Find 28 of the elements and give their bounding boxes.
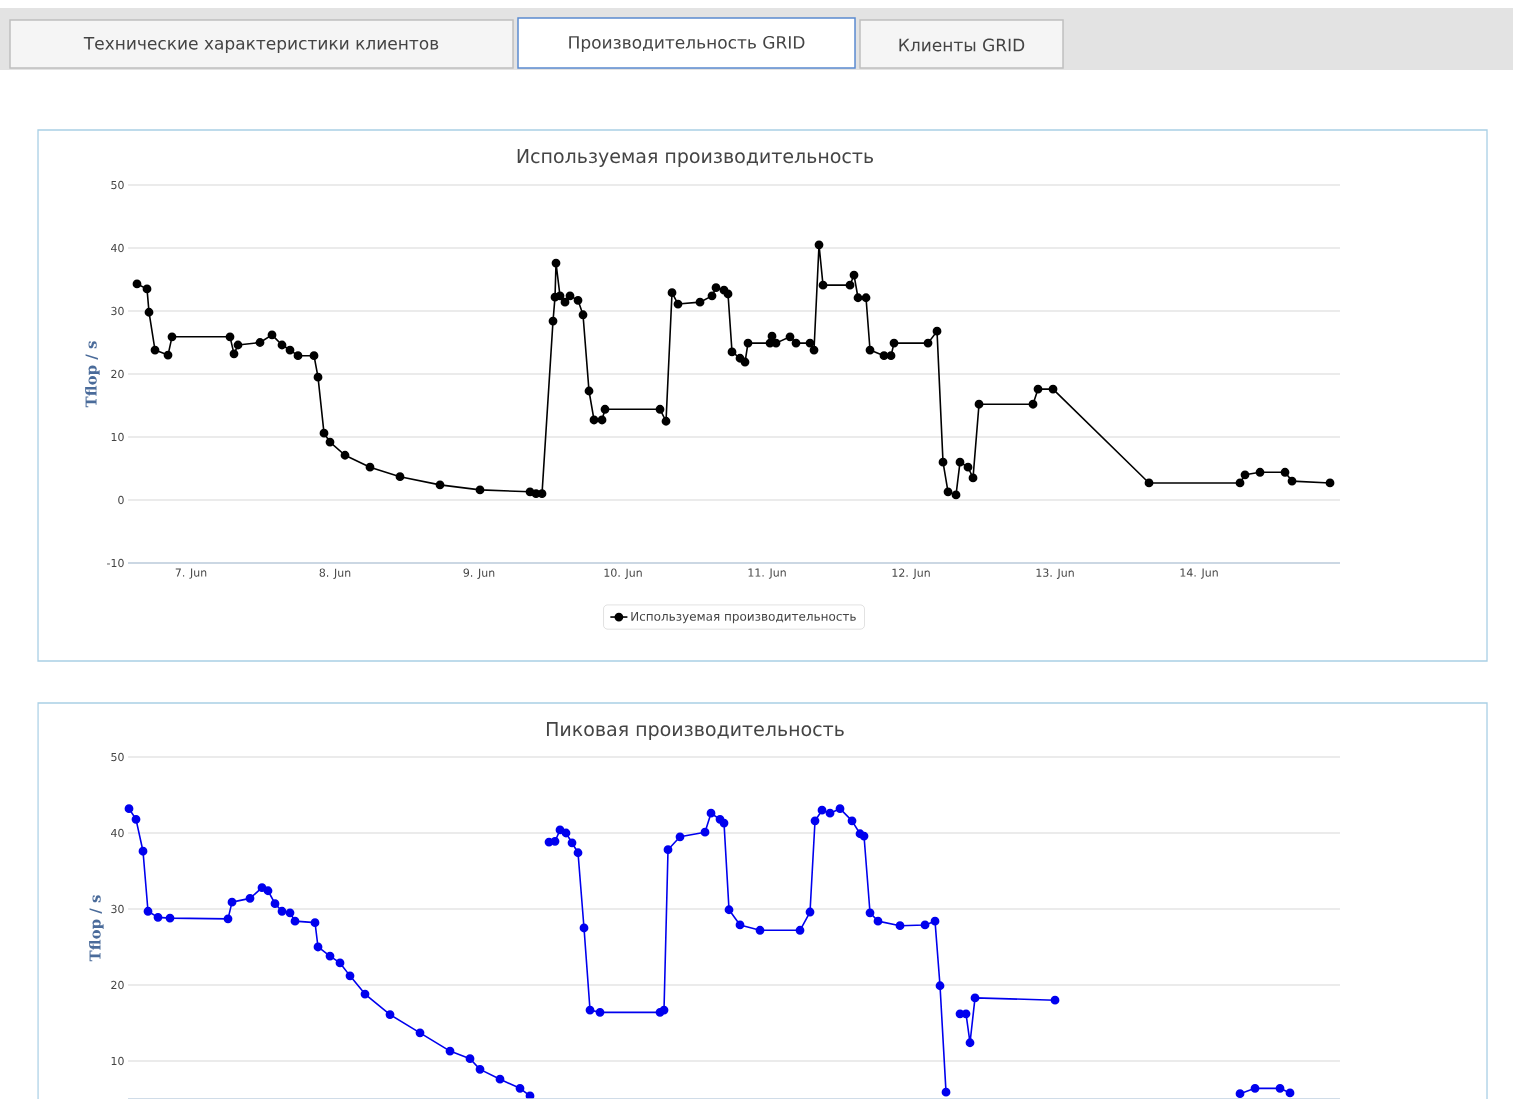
y-tick-label: 30	[111, 306, 124, 316]
legend-label: Используемая производительность	[631, 611, 856, 624]
chart-title: Используемая производительность	[517, 149, 874, 167]
x-tick-label: 9. Jun	[463, 568, 495, 579]
y-axis-title: Tflop / s	[85, 341, 100, 408]
y-axis-title: Tflop / s	[89, 895, 104, 962]
y-tick-label: 20	[111, 980, 124, 990]
y-tick-label: 40	[111, 243, 124, 253]
y-tick-label: 50	[111, 752, 124, 762]
y-tick-label: 50	[111, 180, 124, 190]
y-tick-label: 20	[111, 369, 124, 379]
x-tick-label: 12. Jun	[892, 568, 930, 579]
x-tick-label: 11. Jun	[748, 568, 786, 579]
text: Технические характеристики клиентов	[83, 37, 439, 53]
x-tick-label: 13. Jun	[1036, 568, 1074, 579]
y-tick-label: 40	[111, 828, 124, 838]
y-tick-label: -10	[107, 558, 124, 568]
x-tick-label: 14. Jun	[1180, 568, 1218, 579]
y-tick-label: 0	[118, 495, 124, 505]
text: Клиенты GRID	[899, 38, 1025, 52]
y-tick-label: 10	[111, 1056, 124, 1066]
chart-title: Пиковая производительность	[546, 722, 844, 740]
x-tick-label: 8. Jun	[319, 568, 351, 579]
x-tick-label: 7. Jun	[175, 568, 207, 579]
x-tick-label: 10. Jun	[604, 568, 642, 579]
text: Производительность GRID	[569, 35, 805, 53]
y-tick-label: 10	[111, 432, 124, 442]
y-tick-label: 30	[111, 904, 124, 914]
